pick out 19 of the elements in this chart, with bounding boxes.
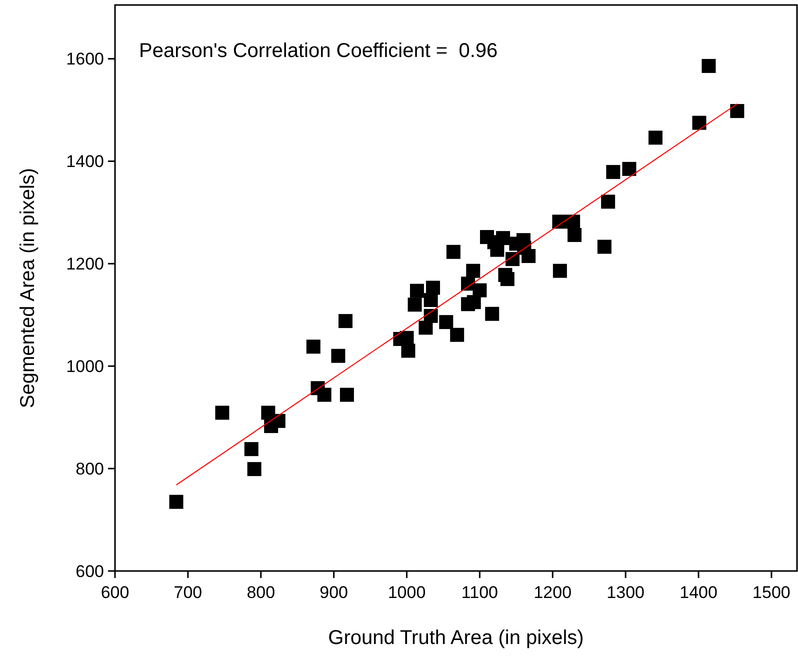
x-tick-label: 1500 [752,583,790,602]
x-tick-label: 1200 [534,583,572,602]
x-tick-label: 1300 [606,583,644,602]
x-tick-label: 800 [246,583,276,602]
y-tick-label: 1000 [66,357,104,376]
y-tick-label: 600 [76,562,104,581]
x-axis-title: Ground Truth Area (in pixels) [328,627,584,649]
y-tick-label: 800 [76,460,104,479]
y-tick-label: 1200 [66,254,104,274]
x-tick-label: 1000 [388,583,426,602]
x-tick-label: 600 [100,583,130,602]
y-tick-label: 1400 [66,152,104,172]
annotation: Pearson's Correlation Coefficient = 0.96 [139,40,498,62]
x-tick-label: 1100 [461,583,498,602]
y-tick-label: 1600 [66,50,104,69]
x-tick-label: 900 [320,583,348,602]
x-tick-label: 700 [174,583,202,602]
x-tick-label: 1400 [680,583,718,602]
y-axis-title: Segmented Area (in pixels) [17,168,39,408]
